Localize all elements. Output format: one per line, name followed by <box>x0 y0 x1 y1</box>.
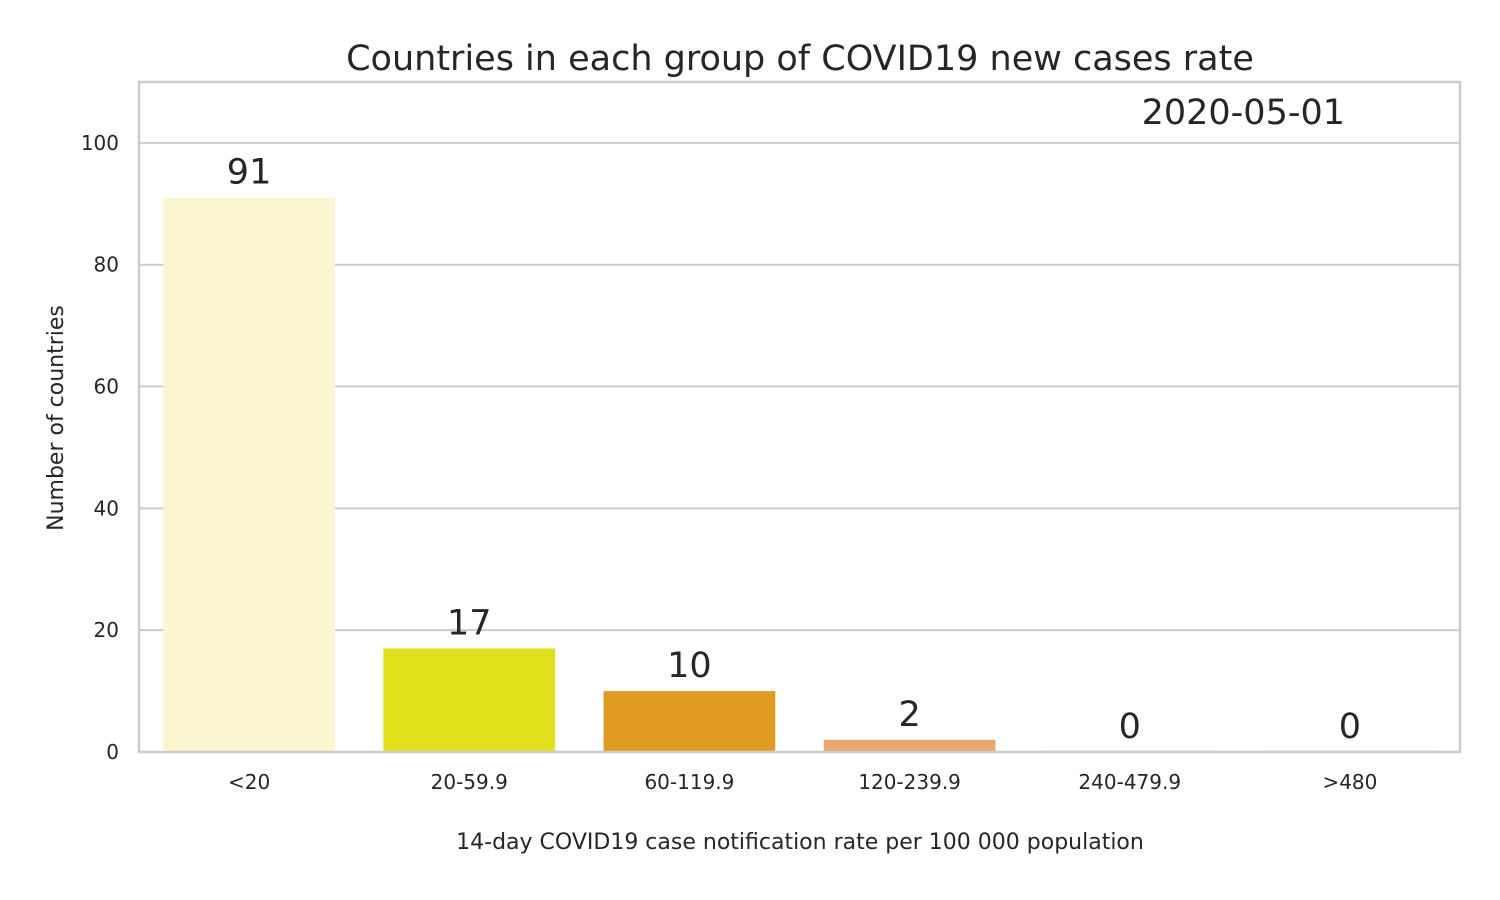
bar-value-label: 0 <box>1339 707 1361 747</box>
x-tick-label: 20-59.9 <box>431 770 508 794</box>
x-tick-label: >480 <box>1322 770 1377 794</box>
bars <box>163 197 1436 752</box>
x-tick-label: 240-479.9 <box>1078 770 1181 794</box>
y-tick-label: 60 <box>94 375 119 399</box>
chart-title: Countries in each group of COVID19 new c… <box>346 39 1254 79</box>
x-tick-label: 120-239.9 <box>858 770 961 794</box>
bar <box>163 197 335 752</box>
y-axis-ticks: 0 20 40 60 80 100 <box>81 131 119 764</box>
y-tick-label: 0 <box>106 740 119 764</box>
date-annotation: 2020-05-01 <box>1142 93 1345 133</box>
y-tick-label: 80 <box>94 253 119 277</box>
bar-value-label: 0 <box>1119 707 1141 747</box>
plot-frame <box>137 80 1462 754</box>
bar-value-label: 17 <box>447 603 492 643</box>
bar <box>823 739 996 752</box>
x-tick-label: 60-119.9 <box>644 770 734 794</box>
bar <box>383 648 556 752</box>
x-axis-label: 14-day COVID19 case notification rate pe… <box>456 830 1144 855</box>
bar <box>603 691 776 752</box>
y-tick-label: 100 <box>81 131 119 155</box>
y-tick-label: 40 <box>94 496 119 520</box>
bar-value-labels: 91 17 10 2 0 0 <box>227 153 1361 747</box>
bar-value-label: 10 <box>667 646 712 686</box>
bar-value-label: 91 <box>227 153 272 193</box>
y-axis-label: Number of countries <box>44 305 69 531</box>
x-tick-label: <20 <box>228 770 270 794</box>
grid-lines <box>139 141 1460 753</box>
x-axis-ticks: <20 20-59.9 60-119.9 120-239.9 240-479.9 >480 <box>228 770 1377 794</box>
bar-value-label: 2 <box>898 695 920 735</box>
y-tick-label: 20 <box>94 618 119 642</box>
